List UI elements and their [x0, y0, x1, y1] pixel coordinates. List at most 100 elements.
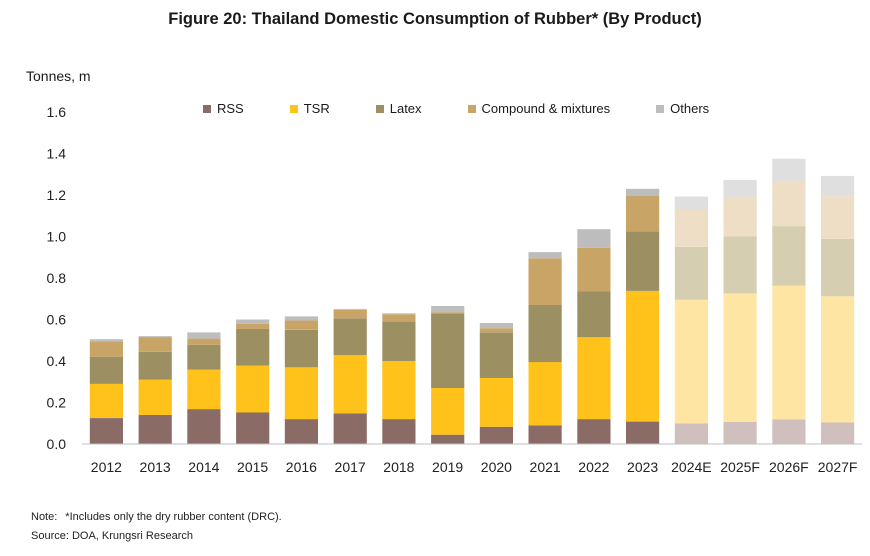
bar-segment-latex [333, 318, 367, 356]
bar-segment-tsr [772, 285, 806, 420]
bar-segment-rss [626, 421, 660, 444]
bar-segment-others [674, 196, 708, 210]
x-tick-label: 2021 [530, 459, 561, 475]
bar-segment-others [431, 306, 465, 313]
bar-segment-compound-mixtures [674, 209, 708, 247]
y-tick-label: 1.6 [47, 104, 67, 120]
legend-swatch-tsr [289, 104, 298, 113]
bar-segment-rss [236, 412, 270, 444]
bar-segment-tsr [382, 361, 416, 420]
bar-segment-tsr [479, 378, 513, 427]
legend-item-latex: Latex [375, 101, 422, 116]
y-tick-label: 1.4 [47, 146, 67, 162]
legend-swatch-rss [203, 104, 211, 113]
x-tick-label: 2016 [286, 459, 317, 475]
x-tick-label: 2014 [188, 459, 219, 475]
y-tick-label: 0.8 [47, 270, 67, 286]
bar-segment-compound-mixtures [723, 196, 757, 237]
y-tick-label: 0.2 [47, 395, 67, 411]
legend-label-compound: Compound & mixtures [481, 101, 611, 116]
legend-label-others: Others [670, 101, 710, 116]
bar-segment-compound-mixtures [187, 338, 221, 345]
bar-segment-rss [431, 434, 465, 444]
bar-segment-tsr [138, 379, 172, 415]
bar-segment-tsr [626, 290, 660, 422]
bar-segment-others [284, 316, 318, 321]
bar-segment-compound-mixtures [821, 196, 855, 239]
bar-segment-others [626, 188, 660, 197]
legend-label-tsr: TSR [303, 101, 330, 116]
bar-segment-others [187, 332, 221, 339]
bar-segment-compound-mixtures [626, 196, 660, 232]
x-tick-label: 2026F [769, 459, 809, 475]
x-tick-label: 2018 [383, 459, 414, 475]
bar-segment-tsr [821, 296, 855, 423]
y-tick-label: 1.0 [47, 229, 67, 245]
bar-segment-rss [772, 419, 806, 444]
bar-segment-others [89, 339, 123, 342]
y-tick-label: 0.4 [47, 353, 67, 369]
bar-segment-compound-mixtures [479, 328, 513, 333]
bar-segment-rss [333, 413, 367, 444]
legend-item-tsr: TSR [289, 101, 330, 116]
bar-segment-others [772, 158, 806, 182]
bar-segment-compound-mixtures [236, 323, 270, 329]
bar-segment-latex [626, 231, 660, 291]
x-tick-label: 2012 [91, 459, 122, 475]
bar-segment-rss [89, 418, 123, 444]
bar-segment-latex [674, 246, 708, 300]
bar-segment-tsr [236, 365, 270, 413]
legend-item-compound: Compound & mixtures [467, 101, 611, 116]
bar-segment-latex [528, 305, 562, 363]
bar-segment-rss [674, 423, 708, 445]
x-tick-label: 2022 [578, 459, 609, 475]
bar-segment-latex [236, 328, 270, 366]
bar-segment-latex [772, 226, 806, 286]
legend-item-rss: RSS [203, 101, 244, 116]
chart-source: Source: DOA, Krungsri Research [31, 530, 194, 542]
bar-segment-compound-mixtures [138, 337, 172, 352]
bar-segment-rss [187, 409, 221, 444]
bar-segment-latex [821, 238, 855, 297]
bar-segment-latex [284, 329, 318, 368]
x-tick-label: 2023 [627, 459, 658, 475]
bar-segment-others [138, 336, 172, 338]
chart-title: Figure 20: Thailand Domestic Consumption… [168, 10, 702, 28]
bar-segment-tsr [674, 299, 708, 424]
bar-segment-others [236, 319, 270, 324]
bar-segment-others [528, 252, 562, 259]
bar-segment-compound-mixtures [382, 314, 416, 322]
bar-segment-compound-mixtures [772, 181, 806, 227]
y-tick-label: 1.2 [47, 187, 67, 203]
legend: RSS TSR Latex Compound & mixtures Others [203, 101, 709, 116]
bar-segment-latex [723, 236, 757, 294]
bar-segment-rss [723, 422, 757, 444]
x-tick-label: 2027F [818, 459, 858, 475]
bar-segment-latex [431, 313, 465, 388]
note-label: Note: [31, 511, 58, 523]
x-tick-label: 2019 [432, 459, 463, 475]
x-tick-label: 2017 [335, 459, 366, 475]
chart-note: Note: *Includes only the dry rubber conte… [31, 511, 282, 523]
bar-segment-latex [138, 351, 172, 380]
bar-segment-tsr [577, 337, 611, 420]
bar-segment-tsr [89, 383, 123, 418]
legend-label-rss: RSS [217, 101, 244, 116]
legend-swatch-others [656, 104, 665, 113]
legend-label-latex: Latex [389, 101, 422, 116]
bar-segment-compound-mixtures [528, 258, 562, 305]
y-tick-label: 0.6 [47, 312, 67, 328]
bar-segment-compound-mixtures [577, 247, 611, 292]
bar-segment-rss [138, 414, 172, 444]
bar-segment-others [333, 308, 367, 310]
bar-segment-others [821, 175, 855, 197]
bar-segment-rss [479, 426, 513, 444]
bar-segment-compound-mixtures [431, 312, 465, 314]
bar-segment-others [479, 323, 513, 329]
bar-segment-latex [382, 321, 416, 361]
x-tick-label: 2013 [140, 459, 171, 475]
legend-swatch-latex [375, 104, 384, 113]
x-tick-label: 2024E [671, 459, 711, 475]
x-tick-label: 2025F [720, 459, 760, 475]
